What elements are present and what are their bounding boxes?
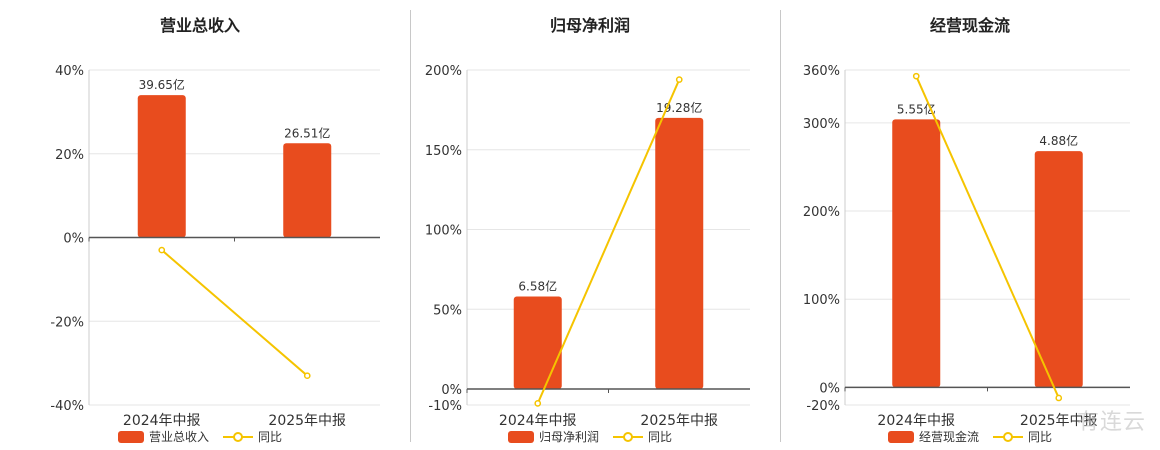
revenue-chart: 40% 20% 0% -20% -40% 39.65亿 26.51亿 2024年中报 2025年… <box>50 64 380 429</box>
yoy-point <box>912 72 920 80</box>
yoy-point <box>158 246 166 254</box>
yoy-series-line <box>915 75 1060 399</box>
y-tick-label: 200% <box>425 64 462 79</box>
y-tick-label: -20% <box>50 315 84 330</box>
y-tick-label: 300% <box>803 117 840 132</box>
yoy-point <box>534 400 542 407</box>
y-tick-label: 50% <box>433 303 462 318</box>
chart-panel-cash-flow: 经营现金流 360% 300% 200% 100% 0% -20% 5.55亿 4.88亿 20… <box>780 0 1160 450</box>
bar <box>513 296 562 390</box>
yoy-point <box>1055 394 1063 402</box>
legend-bar-swatch <box>507 430 534 443</box>
chart-title: 经营现金流 <box>929 16 1010 35</box>
yoy-series-line <box>161 249 308 377</box>
y-tick-label: 100% <box>803 293 840 308</box>
y-tick-label: 200% <box>803 205 840 220</box>
chart-legend: 经营现金流 同比 <box>780 428 1160 445</box>
bar <box>1034 151 1083 388</box>
bar <box>283 143 332 238</box>
bar-data-label: 6.58亿 <box>518 279 557 294</box>
chart-panel-net-profit: 归母净利润 200% 150% 100% 50% 0% -10% 6.58亿 19.28亿 20… <box>400 0 780 450</box>
legend-line-swatch <box>993 431 1023 443</box>
legend-item-bar[interactable]: 归母净利润 <box>507 428 599 445</box>
legend-item-line[interactable]: 同比 <box>993 428 1052 445</box>
bar-data-label: 39.65亿 <box>139 77 185 92</box>
legend-line-swatch <box>613 431 643 443</box>
bar <box>137 95 186 238</box>
y-tick-label: 40% <box>55 64 84 79</box>
bar-data-label: 19.28亿 <box>656 100 702 115</box>
chart-legend: 营业总收入 同比 <box>0 428 400 445</box>
yoy-point <box>303 372 311 380</box>
y-tick-label: 0% <box>819 381 840 396</box>
chart-title: 归母净利润 <box>549 16 630 35</box>
x-tick-label: 2025年中报 <box>268 413 346 429</box>
y-tick-label: 0% <box>63 232 84 247</box>
chart-title: 营业总收入 <box>159 16 240 35</box>
chart-legend: 归母净利润 同比 <box>400 428 780 445</box>
yoy-series-line <box>536 79 681 404</box>
x-tick-label: 2024年中报 <box>877 413 955 429</box>
bar-data-label: 26.51亿 <box>284 125 330 140</box>
yoy-point <box>675 76 683 83</box>
legend-line-swatch <box>223 431 253 443</box>
legend-item-bar[interactable]: 经营现金流 <box>887 428 979 445</box>
legend-bar-label: 营业总收入 <box>148 430 209 444</box>
net-profit-chart: 200% 150% 100% 50% 0%-10% 6.58亿 19.28亿 2024年中报 2… <box>425 64 750 429</box>
x-tick-label: 2025年中报 <box>640 413 718 429</box>
y-tick-label: 100% <box>425 224 462 239</box>
bar <box>892 119 941 388</box>
legend-bar-label: 经营现金流 <box>918 430 979 444</box>
x-tick-label: 2024年中报 <box>499 413 577 429</box>
y-tick-label: 0% <box>441 383 462 398</box>
legend-item-line[interactable]: 同比 <box>223 428 282 445</box>
bar-data-label: 4.88亿 <box>1039 133 1078 148</box>
legend-line-label: 同比 <box>258 430 283 444</box>
y-tick-label: -20% <box>806 399 840 414</box>
legend-line-label: 同比 <box>648 430 673 444</box>
legend-bar-label: 归母净利润 <box>538 430 599 444</box>
y-tick-label: -40% <box>50 399 84 414</box>
panel-divider <box>780 10 781 442</box>
bar <box>655 117 704 390</box>
chart-panel-revenue: 营业总收入 40% 20% 0% -20% -40% 39.65亿 26.51亿 2024年中… <box>0 0 400 450</box>
legend-bar-swatch <box>117 430 144 443</box>
y-tick-label: 360% <box>803 64 840 79</box>
legend-item-line[interactable]: 同比 <box>613 428 672 445</box>
legend-bar-swatch <box>887 430 914 443</box>
x-tick-label: 2025年中报 <box>1020 413 1098 429</box>
watermark-logo: 有连云 <box>1076 410 1146 435</box>
x-tick-label: 2024年中报 <box>123 413 201 429</box>
panel-divider <box>410 10 411 442</box>
y-tick-label: -10% <box>428 399 462 414</box>
legend-line-label: 同比 <box>1028 430 1053 444</box>
y-tick-label: 20% <box>55 148 84 163</box>
bar-data-label: 5.55亿 <box>897 101 936 116</box>
cash-flow-chart: 360% 300% 200% 100% 0% -20% 5.55亿 4.88亿 2024年中报 2… <box>803 64 1130 429</box>
y-tick-label: 150% <box>425 144 462 159</box>
legend-item-bar[interactable]: 营业总收入 <box>117 428 209 445</box>
